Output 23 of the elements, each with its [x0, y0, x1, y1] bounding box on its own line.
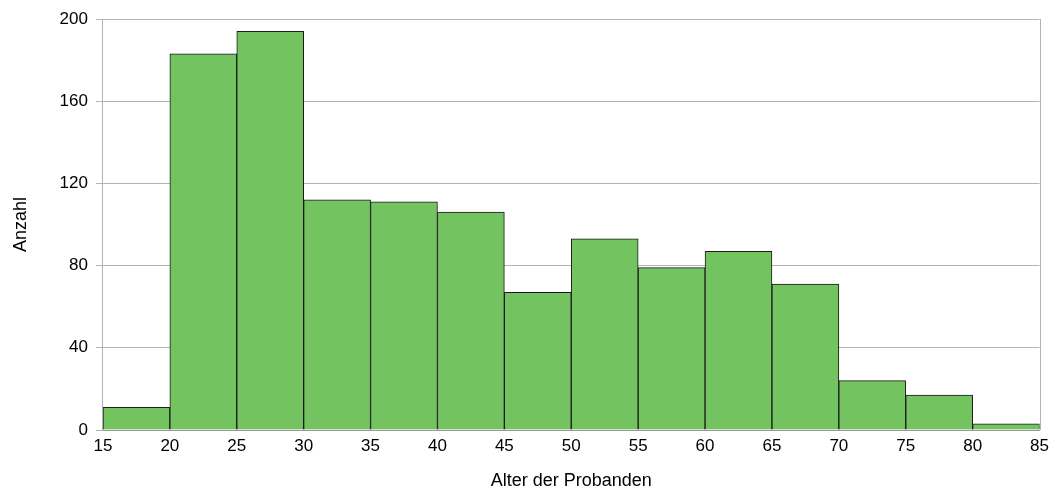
y-tick-label: 40	[69, 337, 88, 357]
x-axis-title: Alter der Probanden	[490, 470, 652, 491]
x-tick-label: 25	[227, 435, 247, 455]
y-tick-label: 160	[59, 90, 88, 110]
x-tick-label: 75	[896, 435, 916, 455]
x-tick-label: 70	[829, 435, 849, 455]
y-tick-label: 80	[69, 255, 88, 275]
x-tick-label: 80	[963, 435, 983, 455]
x-tick-label: 60	[695, 435, 715, 455]
x-tick-label: 40	[428, 435, 447, 455]
x-tick-label: 65	[762, 435, 782, 455]
x-tick-label: 35	[361, 435, 381, 455]
x-tick-label: 50	[561, 435, 581, 455]
x-tick-label: 30	[294, 435, 314, 455]
x-tick-label: 55	[628, 435, 648, 455]
x-tick-label: 85	[1030, 435, 1050, 455]
y-tick-label: 120	[59, 173, 88, 193]
x-tick-label: 15	[93, 435, 113, 455]
y-axis-title: Anzahl	[9, 196, 30, 253]
y-tick-label: 0	[78, 419, 88, 439]
y-tick-label: 200	[59, 8, 88, 28]
x-tick-label: 45	[494, 435, 514, 455]
x-tick-label: 20	[160, 435, 180, 455]
